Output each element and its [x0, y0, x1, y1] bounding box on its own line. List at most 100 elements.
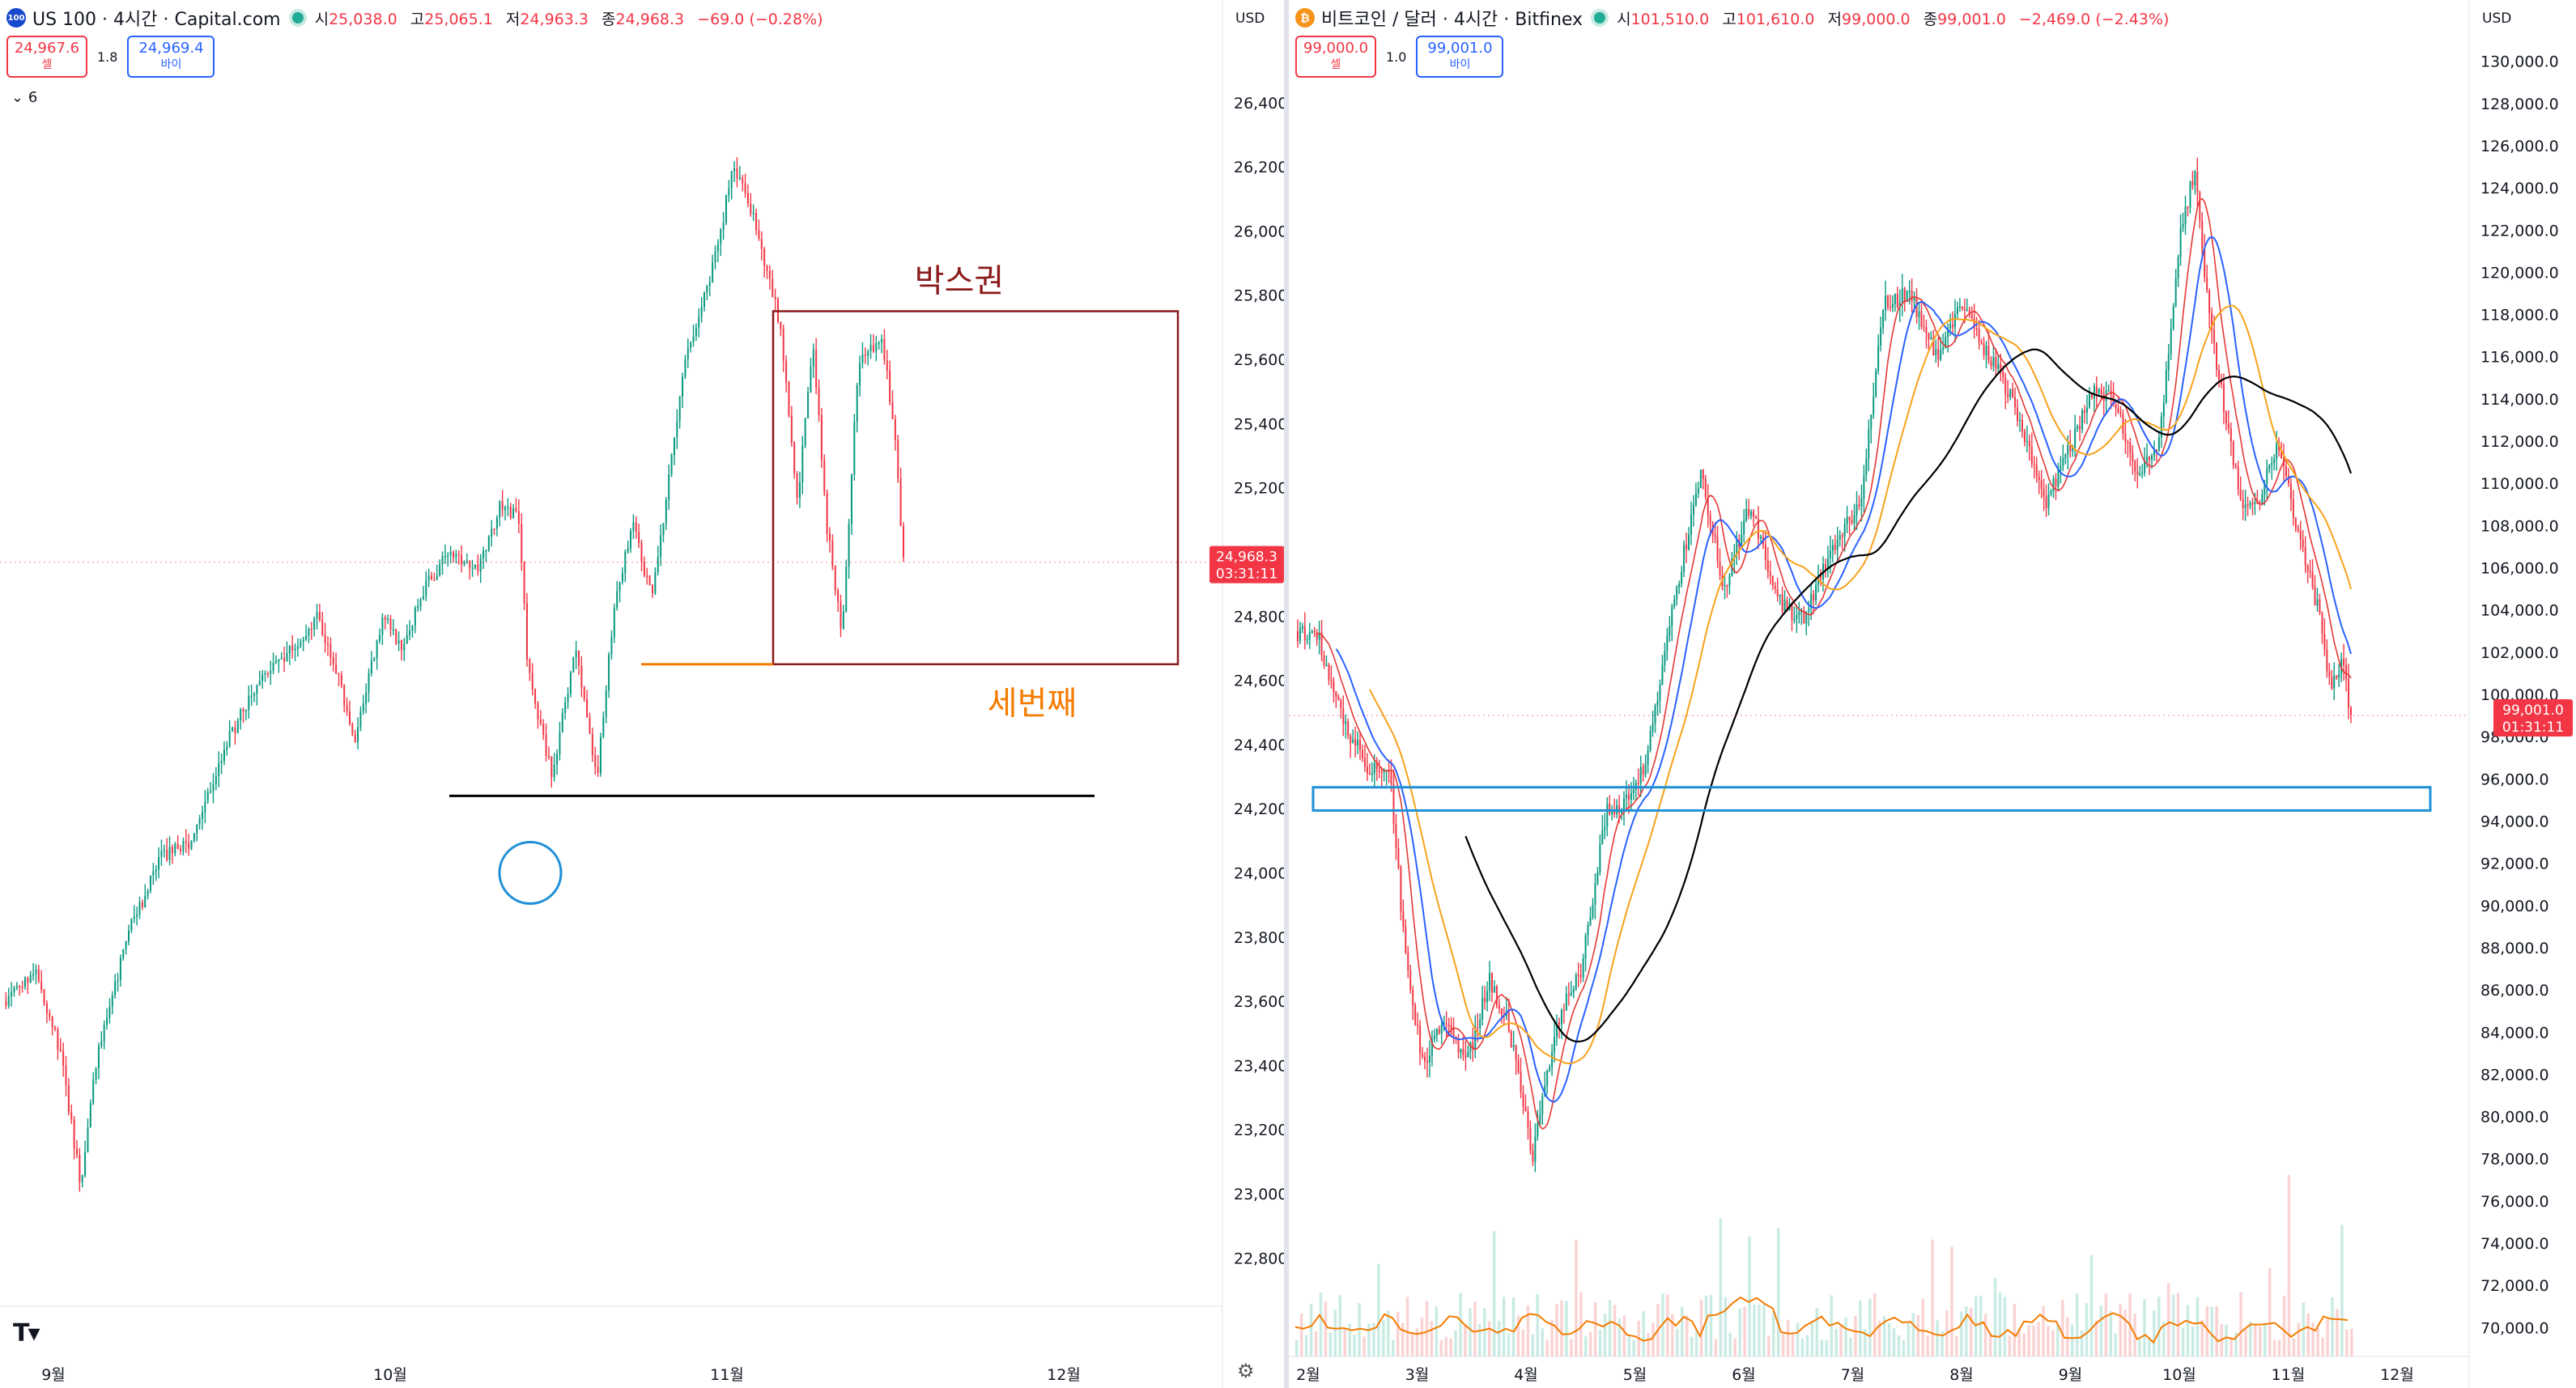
candle-body — [1783, 600, 1786, 612]
candle-body — [23, 978, 26, 987]
y-tick-label: 23,200.0 — [1234, 1122, 1284, 1140]
volume-bar — [1488, 1321, 1491, 1356]
candle-body — [2132, 452, 2134, 462]
candle-body — [807, 392, 810, 418]
candle-body — [801, 445, 804, 483]
price-tag-value: 24,968.3 — [1216, 550, 1277, 566]
volume-bar — [2200, 1319, 2204, 1356]
candle-body — [2093, 386, 2095, 398]
candle-body — [1673, 599, 1676, 608]
candle-body — [668, 474, 670, 500]
support-zone-box — [1311, 786, 2432, 812]
sell-button[interactable]: 24,967.6 셀 — [6, 36, 87, 78]
candle-body — [1654, 705, 1656, 724]
candle-body — [1560, 1009, 1562, 1025]
candle-body — [2350, 707, 2352, 715]
ohlc-values: 시25,038.0 고25,065.1 저24,963.3 종24,968.3 … — [315, 7, 831, 29]
candle-body — [2338, 673, 2340, 678]
candle-body — [1402, 911, 1405, 927]
volume-bar — [1810, 1320, 1814, 1356]
candle-body — [7, 995, 10, 1006]
bitcoin-icon[interactable]: ₿ — [1295, 8, 1315, 28]
candle-body — [1753, 511, 1755, 517]
buy-button[interactable]: 99,001.0 바이 — [1416, 36, 1504, 78]
indicator-toggle[interactable]: ⌄ 6 — [11, 89, 37, 106]
panel-divider[interactable] — [1284, 0, 1289, 1388]
candle-body — [2155, 449, 2157, 452]
candle-body — [1666, 635, 1668, 652]
candle-body — [1352, 739, 1354, 743]
moving-average-orange — [1369, 304, 2352, 1065]
candle-body — [2050, 490, 2052, 495]
candle-body — [793, 442, 796, 474]
candle-body — [812, 349, 814, 367]
nasdaq-chart-panel[interactable]: USD 26,400.0 26,200.0 26,000.0 25,800.0 25,60… — [0, 0, 1284, 1388]
candle-body — [103, 1025, 105, 1042]
candle-body — [212, 783, 215, 792]
candle-body — [542, 723, 545, 735]
candle-body — [2057, 469, 2060, 487]
candle-body — [1872, 397, 1875, 415]
candle-body — [176, 843, 179, 849]
candle-body — [1829, 550, 1831, 558]
candle-body — [1918, 311, 1920, 317]
nasdaq-chart-canvas[interactable]: USD 26,400.0 26,200.0 26,000.0 25,800.0 25,60… — [0, 0, 1284, 1388]
candle-body — [1843, 524, 1846, 537]
bitcoin-chart-panel[interactable]: USD 130,000.0 128,000.0 126,000.0 124,000.0 1… — [1289, 0, 2576, 1388]
symbol-title[interactable]: US 100 · 4시간 · Capital.com — [32, 10, 281, 30]
candle-body — [2292, 499, 2294, 519]
candle-body — [2227, 423, 2230, 429]
buy-button[interactable]: 24,969.4 바이 — [127, 36, 215, 78]
volume-bar — [2162, 1321, 2166, 1356]
candle-body — [2052, 478, 2055, 491]
candle-body — [127, 930, 130, 942]
candle-body — [1350, 736, 1352, 743]
sell-button[interactable]: 99,000.0 셀 — [1295, 36, 1376, 78]
bitcoin-chart-canvas[interactable]: USD 130,000.0 128,000.0 126,000.0 124,000.0 1… — [1289, 0, 2576, 1388]
symbol-title[interactable]: 비트코인 / 달러 · 4시간 · Bitfinex — [1321, 10, 1583, 30]
candle-body — [2043, 489, 2045, 497]
candle-body — [477, 564, 479, 572]
candle-body — [2287, 476, 2289, 484]
candle-body — [643, 562, 645, 576]
gear-icon[interactable]: ⚙ — [1237, 1360, 1255, 1382]
volume-bar — [1622, 1315, 1626, 1356]
volume-bar — [1449, 1338, 1452, 1356]
candle-body — [1755, 516, 1758, 519]
volume-bar — [1988, 1334, 1992, 1356]
volume-bar — [1738, 1308, 1741, 1356]
candle-body — [1301, 626, 1303, 629]
symbol-icon[interactable]: 100 — [6, 8, 26, 28]
candle-body — [1954, 314, 1956, 328]
candle-body — [2139, 473, 2141, 475]
candle-body — [1299, 628, 1301, 642]
candle-body — [232, 727, 234, 732]
candle-body — [444, 555, 446, 558]
volume-bar — [2297, 1322, 2301, 1356]
candle-body — [2079, 426, 2081, 430]
volume-bar — [1906, 1322, 1911, 1356]
candle-body — [2234, 465, 2237, 467]
tradingview-logo-icon[interactable]: T▾ — [13, 1319, 40, 1348]
candle-body — [569, 672, 572, 694]
candle-body — [2017, 407, 2019, 422]
candle-body — [834, 566, 836, 591]
candle-body — [1966, 309, 1968, 312]
candle-body — [796, 473, 798, 499]
candle-body — [700, 307, 703, 317]
candle-body — [657, 556, 659, 572]
candle-body — [1417, 1025, 1419, 1026]
candle-body — [1697, 488, 1699, 494]
candle-body — [185, 841, 187, 843]
candle-body — [1659, 684, 1661, 701]
volume-bar — [2292, 1338, 2296, 1356]
candle-body — [744, 183, 746, 193]
candle-body — [829, 533, 831, 541]
candle-body — [2117, 407, 2119, 413]
candle-body — [392, 629, 394, 631]
candle-body — [648, 575, 651, 586]
candle-body — [2297, 528, 2299, 531]
candle-body — [547, 756, 550, 758]
candle-body — [1409, 970, 1412, 990]
candle-body — [1877, 346, 1880, 371]
